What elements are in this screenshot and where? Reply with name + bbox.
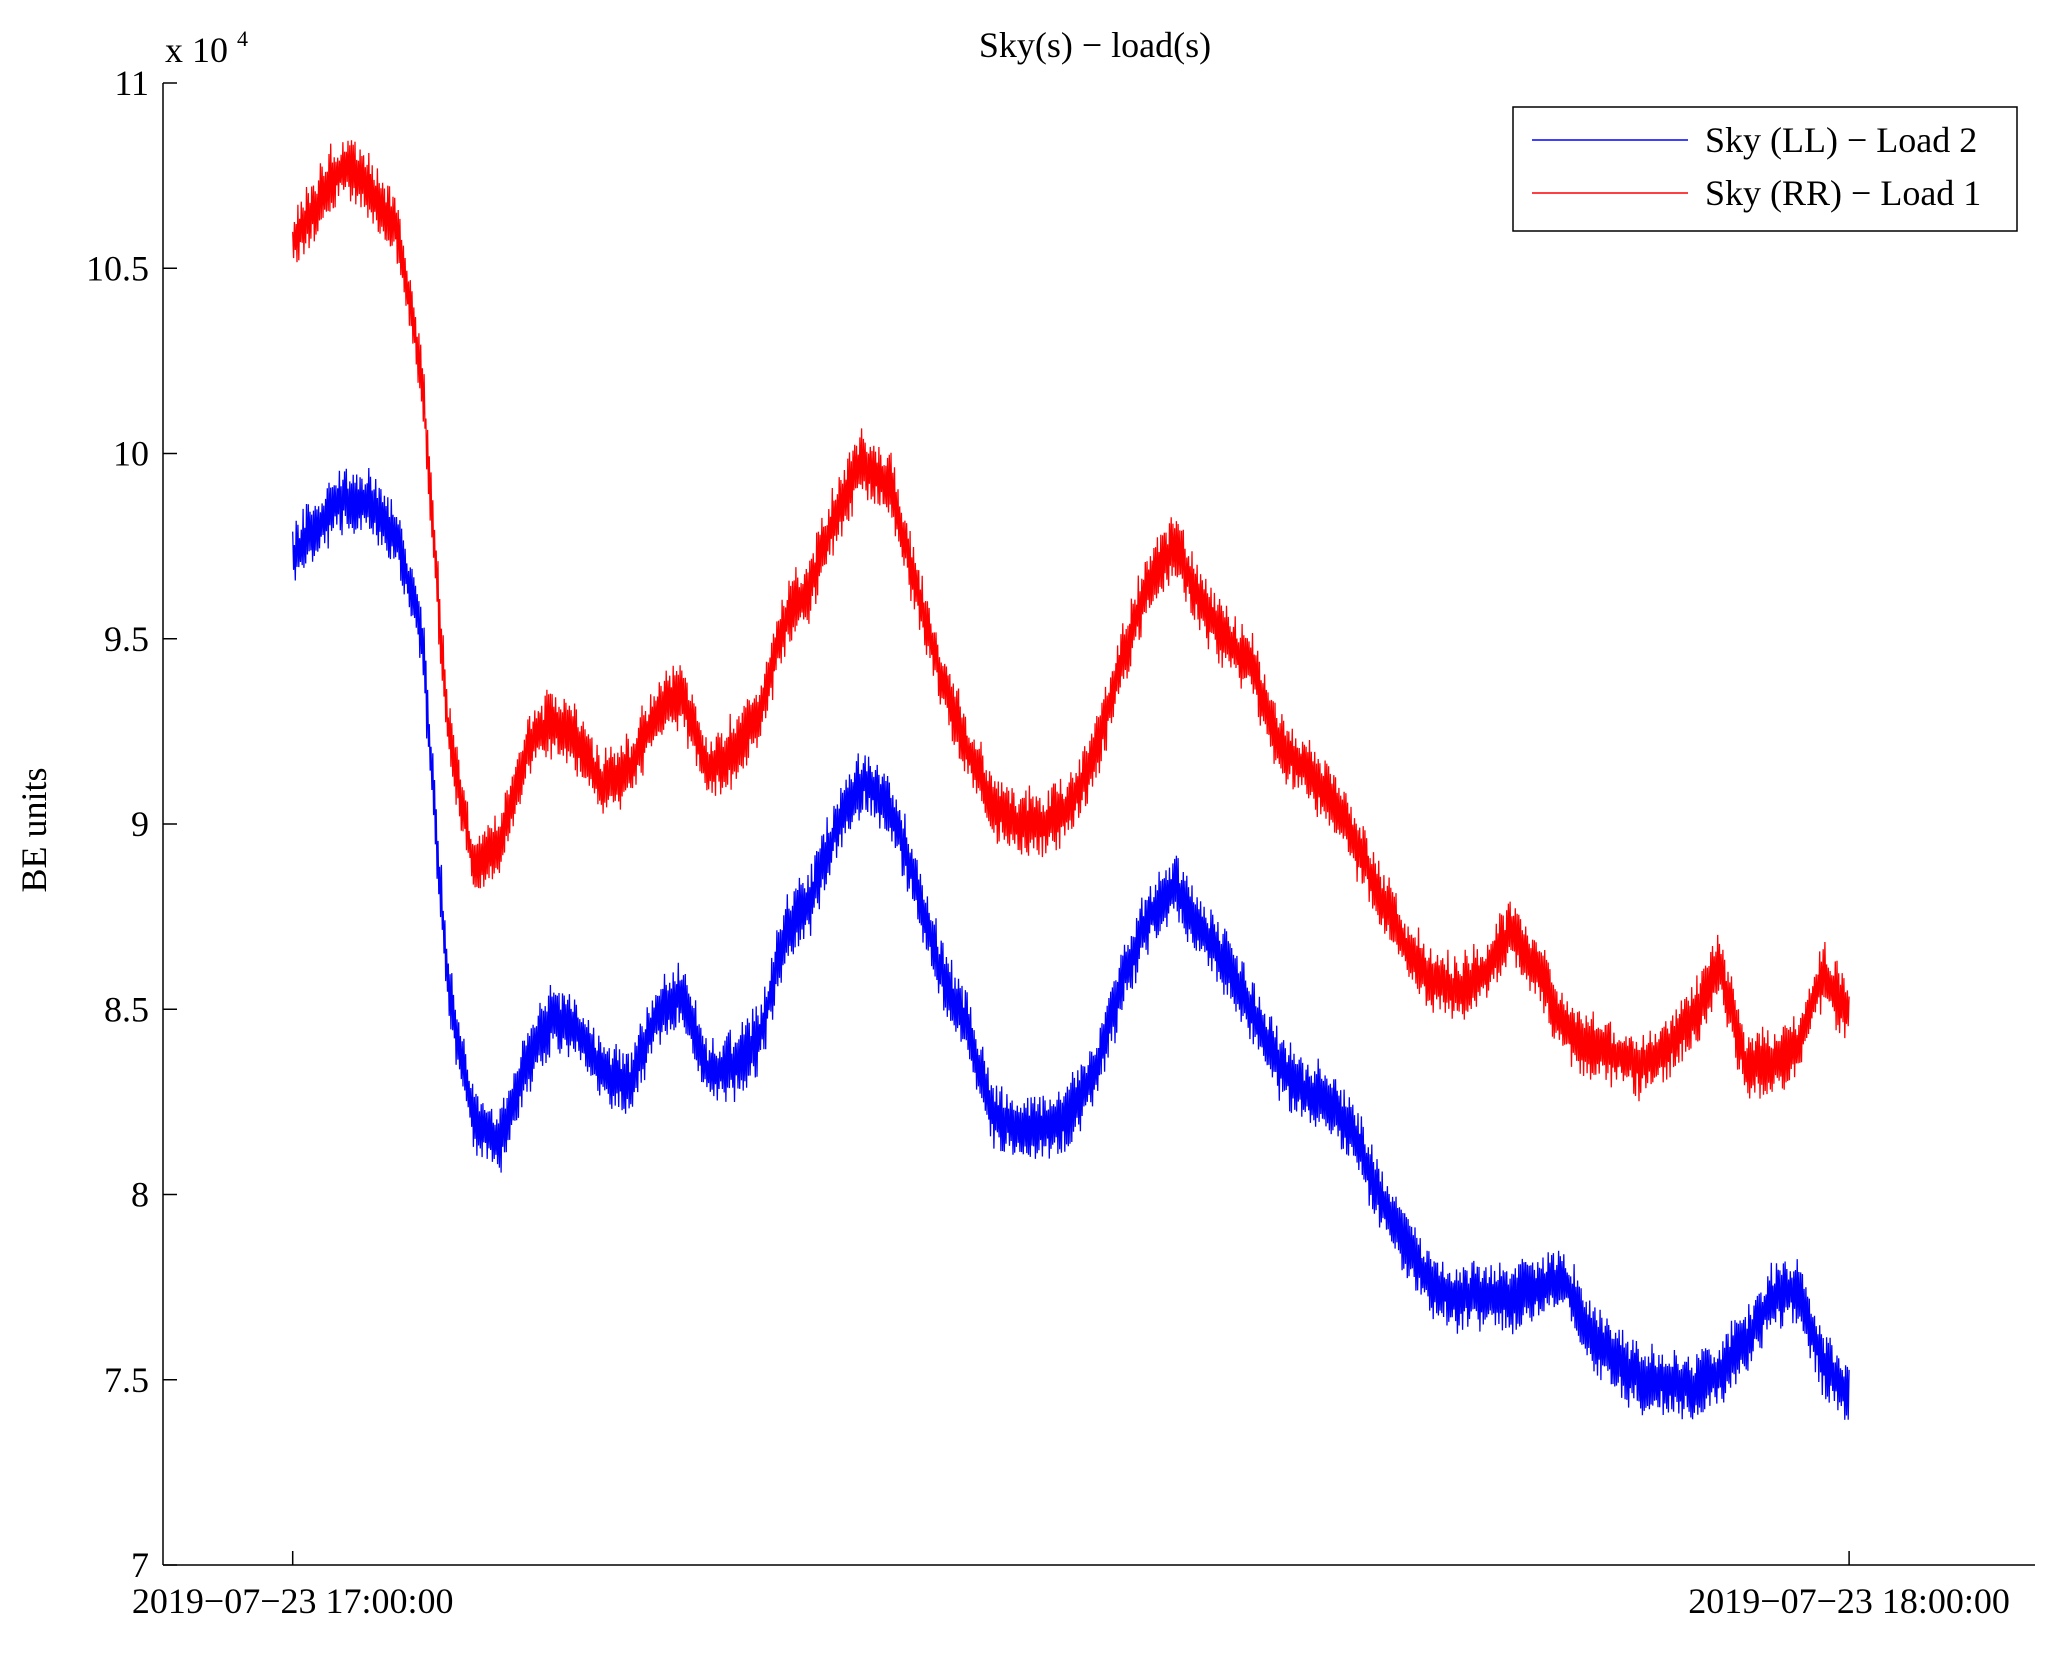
chart-title: Sky(s) − load(s): [979, 25, 1211, 65]
series-layer: [292, 140, 1850, 1420]
y-tick-label: 7.5: [104, 1360, 149, 1400]
y-tick-label: 7: [131, 1545, 149, 1585]
y-axis-label: BE units: [14, 767, 54, 892]
legend-label-series-2: Sky (RR) − Load 1: [1705, 173, 1981, 213]
x-tick-label: 2019−07−23 17:00:00: [132, 1581, 454, 1621]
x-ticks: 2019−07−23 17:00:00 2019−07−23 18:00:00: [132, 1551, 2010, 1621]
legend: Sky (LL) − Load 2 Sky (RR) − Load 1: [1512, 106, 2018, 232]
series-line-1: [292, 467, 1850, 1420]
y-tick-label: 9.5: [104, 619, 149, 659]
y-ticks: 7 7.5 8 8.5 9 9.5 10 10.5 11: [86, 63, 177, 1585]
y-tick-label: 10: [113, 434, 149, 474]
legend-box: [1512, 106, 2018, 232]
y-multiplier-base: x 10: [165, 30, 228, 70]
legend-label-series-1: Sky (LL) − Load 2: [1705, 120, 1977, 160]
y-multiplier-exponent: 4: [237, 26, 248, 51]
y-multiplier-label: x 10 4: [165, 26, 248, 70]
series-line-2: [292, 140, 1850, 1102]
x-tick-label: 2019−07−23 18:00:00: [1688, 1581, 2010, 1621]
y-tick-label: 11: [114, 63, 149, 103]
y-tick-label: 8.5: [104, 989, 149, 1029]
y-tick-label: 10.5: [86, 248, 149, 288]
y-tick-label: 8: [131, 1175, 149, 1215]
y-tick-label: 9: [131, 804, 149, 844]
